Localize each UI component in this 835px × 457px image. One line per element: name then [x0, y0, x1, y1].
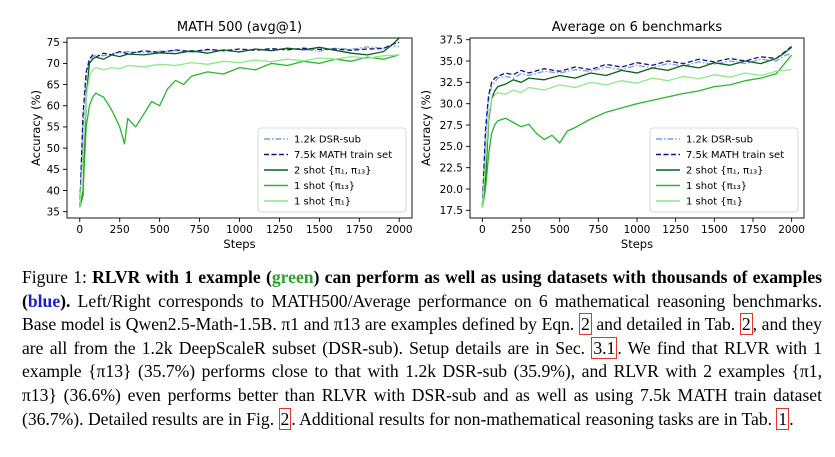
- series-group: [481, 45, 793, 208]
- y-tick-label: 37.5: [440, 35, 463, 47]
- legend-label: 1.2k DSR-sub: [294, 135, 361, 146]
- ref-tab2-link[interactable]: 1: [776, 407, 790, 430]
- y-tick-label: 25.0: [440, 141, 463, 153]
- caption-text-4: . We find that RLVR with 1 example {π13}…: [22, 337, 822, 429]
- y-tick-label: 35.0: [440, 56, 463, 68]
- y-tick-label: 27.5: [440, 120, 463, 132]
- caption-label: Figure 1:: [22, 267, 87, 287]
- figure-caption: Figure 1: RLVR with 1 example (green) ca…: [22, 266, 822, 431]
- ref-eqn-link[interactable]: 2: [578, 313, 592, 336]
- y-tick-label: 30.0: [440, 98, 463, 110]
- caption-text-5: . Additional results for non-mathematica…: [291, 408, 773, 429]
- legend-label: 1 shot {π₁}: [686, 197, 743, 208]
- x-tick-label: 250: [511, 224, 531, 236]
- ref-sec-link[interactable]: 3.1: [591, 336, 618, 359]
- caption-blue-word: blue: [27, 290, 61, 311]
- x-tick-label: 500: [550, 224, 570, 236]
- y-tick-label: 40: [47, 185, 60, 197]
- x-tick-label: 750: [588, 224, 608, 236]
- legend-box: [257, 127, 407, 213]
- legend-label: 2 shot {π₁, π₁₃}: [686, 166, 763, 177]
- y-tick-label: 50: [47, 143, 60, 155]
- legend: 1.2k DSR-sub 7.5k MATH train set 2 shot {π…: [257, 127, 407, 213]
- y-tick-label: 65: [47, 79, 60, 91]
- ref-fig-link[interactable]: 2: [278, 407, 292, 430]
- series-group: [79, 37, 400, 208]
- series-line-0: [481, 52, 792, 207]
- y-tick-label: 32.5: [440, 77, 463, 89]
- series-line-4: [79, 54, 400, 208]
- caption-green-word: green: [271, 267, 314, 287]
- x-tick-label: 2000: [778, 224, 805, 236]
- x-tick-label: 0: [76, 224, 83, 236]
- caption-text-3: , and they are all from the 1.2k DeepSca…: [22, 314, 822, 358]
- caption-bold-2: ) can perform as well as using datasets …: [22, 267, 823, 311]
- y-tick-label: 75: [47, 37, 60, 49]
- caption-text-2: and detailed in Tab.: [596, 314, 736, 335]
- figure-1: MATH 500 (avg@1)0 250 500 750 1000 1250 1500 17…: [29, 20, 805, 251]
- chart-average-6-benchmarks: Average on 6 benchmarks 0 250 500 750 1000 125…: [419, 20, 805, 251]
- chart-math500: MATH 500 (avg@1) 0 250 500 750 1000 1250 1500 17…: [29, 20, 413, 251]
- x-tick-label: 1000: [226, 224, 253, 236]
- caption-text-1: Left/Right corresponds to MATH500/Averag…: [22, 290, 822, 335]
- legend-label: 1.2k DSR-sub: [686, 135, 753, 146]
- y-axis-label: Accuracy (%): [419, 90, 433, 166]
- legend-label: 7.5k MATH train set: [294, 150, 392, 161]
- caption-bold-1: RLVR with 1 example (: [92, 267, 272, 287]
- y-tick-label: 45: [47, 164, 60, 176]
- chart-title: MATH 500 (avg@1): [177, 20, 302, 35]
- x-tick-label: 1500: [701, 224, 728, 236]
- x-tick-label: 500: [150, 224, 170, 236]
- series-line-0: [79, 44, 400, 208]
- x-tick-label: 1500: [306, 224, 333, 236]
- series-line-1: [79, 41, 400, 208]
- series-line-3: [481, 54, 793, 208]
- series-line-2: [79, 37, 400, 208]
- legend-label: 2 shot {π₁, π₁₃}: [294, 166, 371, 177]
- y-tick-label: 17.5: [440, 205, 463, 217]
- x-tick-label: 2000: [386, 224, 413, 236]
- x-tick-label: 1250: [266, 224, 293, 236]
- y-tick-label: 22.5: [440, 162, 463, 174]
- legend-label: 1 shot {π₁}: [294, 197, 351, 208]
- y-tick-label: 20.0: [440, 184, 463, 196]
- y-tick-label: 35: [47, 206, 60, 218]
- x-tick-label: 1250: [662, 224, 689, 236]
- y-axis-label: Accuracy (%): [29, 90, 43, 166]
- caption-bold-3: ).: [60, 290, 71, 311]
- y-tick-label: 70: [47, 58, 60, 70]
- x-tick-label: 250: [110, 224, 130, 236]
- legend-label: 1 shot {π₁₃}: [294, 181, 355, 192]
- series-line-3: [79, 54, 400, 208]
- y-tick-label: 55: [47, 122, 60, 134]
- series-line-2: [481, 46, 792, 207]
- x-tick-label: 1750: [346, 224, 373, 236]
- caption-bold-lead: RLVR with 1 example (green) can perform …: [22, 267, 822, 311]
- y-tick-label: 60: [47, 101, 60, 113]
- x-axis-label: Steps: [621, 237, 653, 251]
- x-tick-label: 1750: [740, 224, 767, 236]
- x-tick-label: 1000: [624, 224, 651, 236]
- x-tick-label: 750: [190, 224, 210, 236]
- series-line-1: [481, 45, 792, 207]
- caption-text-6: .: [789, 408, 794, 429]
- legend-label: 7.5k MATH train set: [686, 150, 784, 161]
- x-tick-label: 0: [479, 224, 486, 236]
- chart-title: Average on 6 benchmarks: [552, 20, 723, 35]
- series-line-4: [481, 68, 792, 208]
- legend-label: 1 shot {π₁₃}: [686, 181, 747, 192]
- ref-tab-link[interactable]: 2: [739, 313, 753, 336]
- legend-box: [649, 127, 799, 213]
- x-axis-label: Steps: [223, 237, 255, 251]
- legend: 1.2k DSR-sub 7.5k MATH train set 2 shot {π…: [649, 127, 799, 213]
